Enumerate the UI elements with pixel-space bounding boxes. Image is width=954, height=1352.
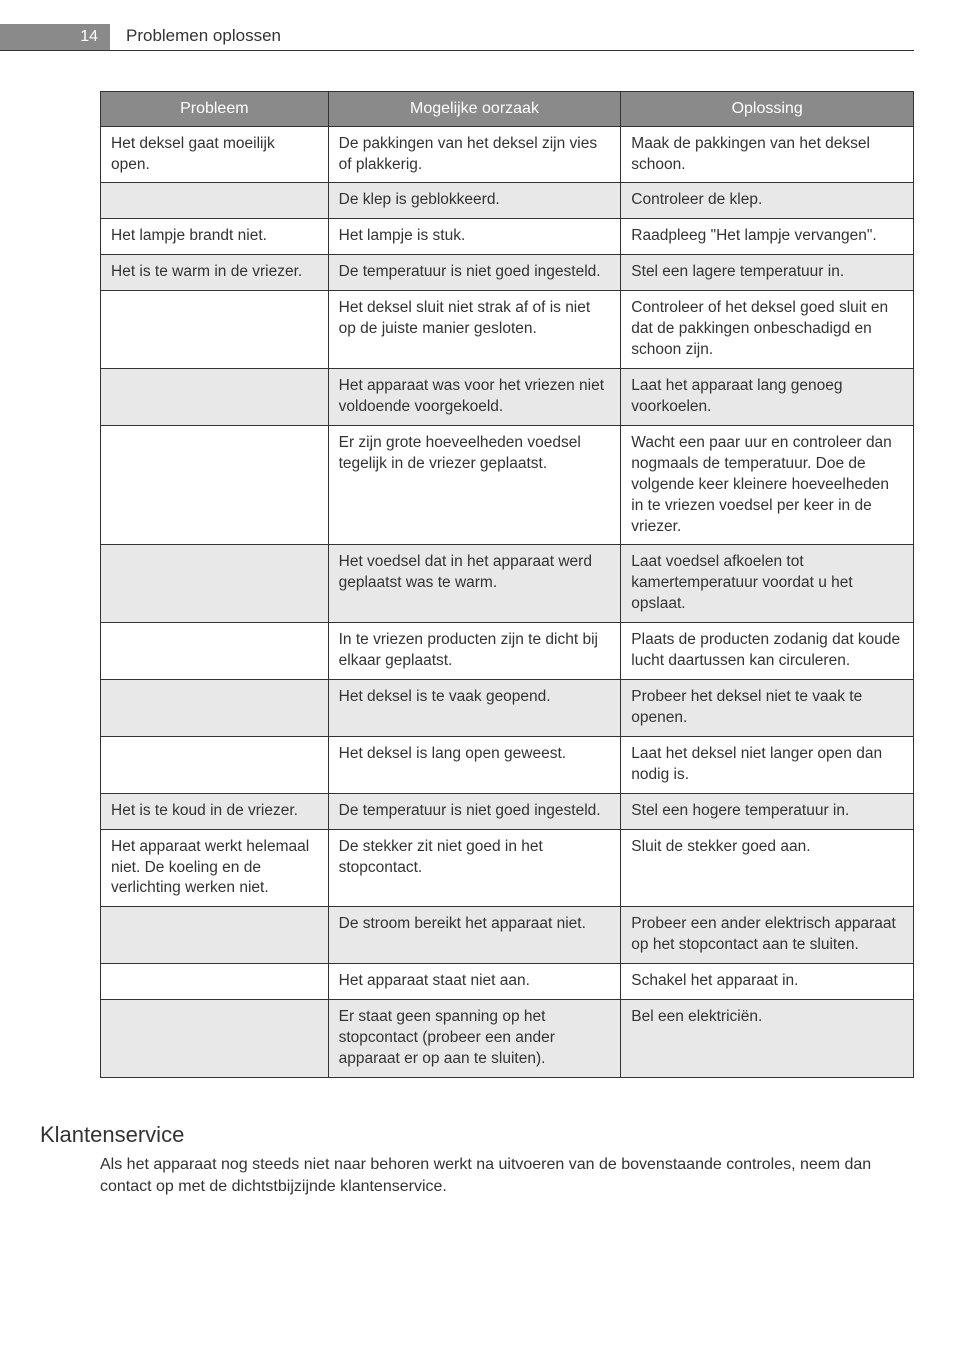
table-cell: De temperatuur is niet goed ingesteld. bbox=[328, 255, 621, 291]
table-row: In te vriezen producten zijn te dicht bi… bbox=[101, 623, 914, 680]
table-cell: Het lampje brandt niet. bbox=[101, 219, 329, 255]
table-body: Het deksel gaat moeilijk open.De pakking… bbox=[101, 126, 914, 1077]
table-cell bbox=[101, 907, 329, 964]
table-cell: Controleer of het deksel goed sluit en d… bbox=[621, 291, 914, 369]
table-cell: Schakel het apparaat in. bbox=[621, 964, 914, 1000]
col-header-solution: Oplossing bbox=[621, 92, 914, 127]
table-cell: Controleer de klep. bbox=[621, 183, 914, 219]
table-cell bbox=[101, 291, 329, 369]
table-cell: Het deksel gaat moeilijk open. bbox=[101, 126, 329, 183]
page-number-box: 14 bbox=[0, 24, 110, 50]
troubleshoot-table: Probleem Mogelijke oorzaak Oplossing Het… bbox=[100, 91, 914, 1078]
content-area: Probleem Mogelijke oorzaak Oplossing Het… bbox=[0, 51, 954, 1108]
table-cell bbox=[101, 1000, 329, 1078]
page-header-title: Problemen oplossen bbox=[126, 26, 281, 48]
table-cell: Het apparaat staat niet aan. bbox=[328, 964, 621, 1000]
table-cell bbox=[101, 425, 329, 545]
table-cell: Stel een hogere temperatuur in. bbox=[621, 793, 914, 829]
table-cell: Het voedsel dat in het apparaat werd gep… bbox=[328, 545, 621, 623]
table-row: Er zijn grote hoeveelheden voedsel tegel… bbox=[101, 425, 914, 545]
table-cell bbox=[101, 680, 329, 737]
table-cell: Probeer het deksel niet te vaak te opene… bbox=[621, 680, 914, 737]
table-cell: De pakkingen van het deksel zijn vies of… bbox=[328, 126, 621, 183]
table-cell: Het deksel is te vaak geopend. bbox=[328, 680, 621, 737]
col-header-problem: Probleem bbox=[101, 92, 329, 127]
table-cell: Er staat geen spanning op het stopcontac… bbox=[328, 1000, 621, 1078]
table-cell: Het deksel sluit niet strak af of is nie… bbox=[328, 291, 621, 369]
table-row: Het deksel is te vaak geopend.Probeer he… bbox=[101, 680, 914, 737]
col-header-cause: Mogelijke oorzaak bbox=[328, 92, 621, 127]
table-row: Het is te koud in de vriezer.De temperat… bbox=[101, 793, 914, 829]
table-cell bbox=[101, 183, 329, 219]
table-row: Het apparaat werkt helemaal niet. De koe… bbox=[101, 829, 914, 907]
table-cell: Sluit de stekker goed aan. bbox=[621, 829, 914, 907]
table-cell: Het deksel is lang open geweest. bbox=[328, 736, 621, 793]
table-row: Het deksel gaat moeilijk open.De pakking… bbox=[101, 126, 914, 183]
table-cell: Bel een elektriciën. bbox=[621, 1000, 914, 1078]
table-row: Het lampje brandt niet.Het lampje is stu… bbox=[101, 219, 914, 255]
table-header-row: Probleem Mogelijke oorzaak Oplossing bbox=[101, 92, 914, 127]
table-cell: Het is te warm in de vriezer. bbox=[101, 255, 329, 291]
section-heading-klantenservice: Klantenservice bbox=[40, 1122, 954, 1148]
table-cell: Probeer een ander elektrisch apparaat op… bbox=[621, 907, 914, 964]
table-cell: Wacht een paar uur en controleer dan nog… bbox=[621, 425, 914, 545]
table-cell: Maak de pakkingen van het deksel schoon. bbox=[621, 126, 914, 183]
table-row: De klep is geblokkeerd.Controleer de kle… bbox=[101, 183, 914, 219]
page-header: 14 Problemen oplossen bbox=[0, 24, 914, 51]
table-cell: Laat voedsel afkoelen tot kamertemperatu… bbox=[621, 545, 914, 623]
table-row: Het apparaat was voor het vriezen niet v… bbox=[101, 368, 914, 425]
table-cell: Stel een lagere temperatuur in. bbox=[621, 255, 914, 291]
table-cell: De klep is geblokkeerd. bbox=[328, 183, 621, 219]
table-cell bbox=[101, 545, 329, 623]
table-cell: In te vriezen producten zijn te dicht bi… bbox=[328, 623, 621, 680]
page-number: 14 bbox=[80, 28, 98, 46]
table-cell: Het apparaat was voor het vriezen niet v… bbox=[328, 368, 621, 425]
table-row: Het deksel is lang open geweest.Laat het… bbox=[101, 736, 914, 793]
table-row: Het apparaat staat niet aan.Schakel het … bbox=[101, 964, 914, 1000]
table-cell: De stroom bereikt het apparaat niet. bbox=[328, 907, 621, 964]
table-cell bbox=[101, 623, 329, 680]
table-cell: Plaats de producten zodanig dat koude lu… bbox=[621, 623, 914, 680]
table-cell: De stekker zit niet goed in het stopcont… bbox=[328, 829, 621, 907]
table-cell: De temperatuur is niet goed ingesteld. bbox=[328, 793, 621, 829]
table-row: Het is te warm in de vriezer.De temperat… bbox=[101, 255, 914, 291]
table-cell: Het apparaat werkt helemaal niet. De koe… bbox=[101, 829, 329, 907]
table-row: Het deksel sluit niet strak af of is nie… bbox=[101, 291, 914, 369]
table-row: Er staat geen spanning op het stopcontac… bbox=[101, 1000, 914, 1078]
section-body-klantenservice: Als het apparaat nog steeds niet naar be… bbox=[100, 1154, 914, 1199]
table-cell: Het is te koud in de vriezer. bbox=[101, 793, 329, 829]
table-row: Het voedsel dat in het apparaat werd gep… bbox=[101, 545, 914, 623]
table-row: De stroom bereikt het apparaat niet.Prob… bbox=[101, 907, 914, 964]
table-cell: Laat het deksel niet langer open dan nod… bbox=[621, 736, 914, 793]
table-cell: Er zijn grote hoeveelheden voedsel tegel… bbox=[328, 425, 621, 545]
table-cell: Laat het apparaat lang genoeg voorkoelen… bbox=[621, 368, 914, 425]
table-cell bbox=[101, 368, 329, 425]
table-cell bbox=[101, 964, 329, 1000]
table-cell bbox=[101, 736, 329, 793]
table-cell: Het lampje is stuk. bbox=[328, 219, 621, 255]
table-cell: Raadpleeg "Het lampje vervangen". bbox=[621, 219, 914, 255]
